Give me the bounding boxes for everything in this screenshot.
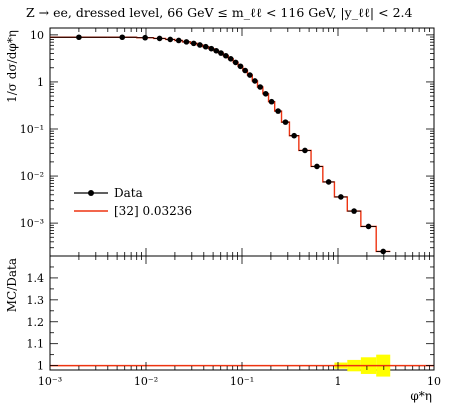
data-point (227, 56, 234, 62)
data-point (262, 90, 269, 97)
data-point (119, 34, 126, 41)
data-point (380, 248, 387, 255)
data-point (183, 39, 190, 45)
data-point (351, 208, 357, 214)
data-point (325, 179, 332, 185)
data-point (275, 108, 281, 114)
chart-title: Z → ee, dressed level, 66 GeV ≤ m_ℓℓ < 1… (26, 5, 412, 20)
data-point (338, 194, 344, 200)
main-plot-frame (49, 27, 435, 257)
data-point (190, 40, 197, 47)
data-point (268, 98, 275, 105)
ratio-y-axis-title: MC/Data (5, 258, 19, 312)
data-point (213, 47, 220, 54)
ratio-y-tick-label: 1.1 (27, 338, 45, 351)
y-tick-label: 1 (37, 76, 44, 89)
data-point (257, 84, 263, 90)
x-tick-label: 1 (335, 375, 342, 388)
data-point (223, 52, 229, 59)
data-point (302, 147, 308, 154)
y-tick-label: 10⁻³ (20, 217, 44, 230)
data-point (252, 78, 258, 84)
data-point (237, 63, 244, 70)
x-tick-label: 10⁻³ (38, 375, 62, 388)
legend-data-label: Data (114, 186, 143, 200)
data-point (242, 67, 248, 74)
ratio-y-tick-label: 1.2 (27, 316, 45, 329)
legend-mc-label: [32] 0.03236 (114, 204, 192, 218)
data-points (50, 34, 391, 255)
main-y-axis-title: 1/σ dσ/dφ*η (5, 30, 19, 103)
data-point (156, 35, 163, 42)
data-point (208, 45, 215, 52)
x-tick-label: 10⁻¹ (230, 375, 254, 388)
x-tick-label: 10 (427, 375, 441, 388)
legend-data-marker (88, 190, 94, 196)
ratio-y-tick-label: 1 (37, 360, 44, 373)
data-point (247, 72, 253, 78)
data-point (167, 36, 174, 43)
data-point (175, 37, 182, 44)
data-point (218, 50, 224, 56)
data-point (365, 223, 372, 230)
data-point (314, 163, 320, 170)
legend: Data [32] 0.03236 (74, 186, 192, 218)
main-y-tick-labels: 10⁻³ 10⁻² 10⁻¹ 1 10 (20, 29, 44, 230)
ratio-plot-frame (49, 255, 435, 371)
ratio-y-tick-label: 1.4 (27, 272, 45, 285)
ratio-y-tick-labels: 1 1.1 1.2 1.3 1.4 (27, 272, 45, 373)
y-tick-label: 10 (30, 29, 44, 42)
x-tick-labels: 10⁻³ 10⁻² 10⁻¹ 1 10 (38, 375, 441, 388)
y-tick-label: 10⁻¹ (20, 123, 44, 136)
ratio-axis-ticks (49, 256, 435, 370)
ratio-y-tick-label: 1.3 (27, 294, 45, 307)
data-point (232, 59, 239, 66)
y-tick-label: 10⁻² (20, 170, 44, 183)
data-point (142, 34, 148, 41)
data-point (291, 132, 297, 139)
data-point (76, 34, 82, 41)
x-axis-title: φ*η (410, 389, 432, 403)
data-point (197, 42, 203, 48)
data-point (202, 43, 209, 50)
x-tick-label: 10⁻² (134, 375, 158, 388)
data-point (282, 119, 289, 125)
